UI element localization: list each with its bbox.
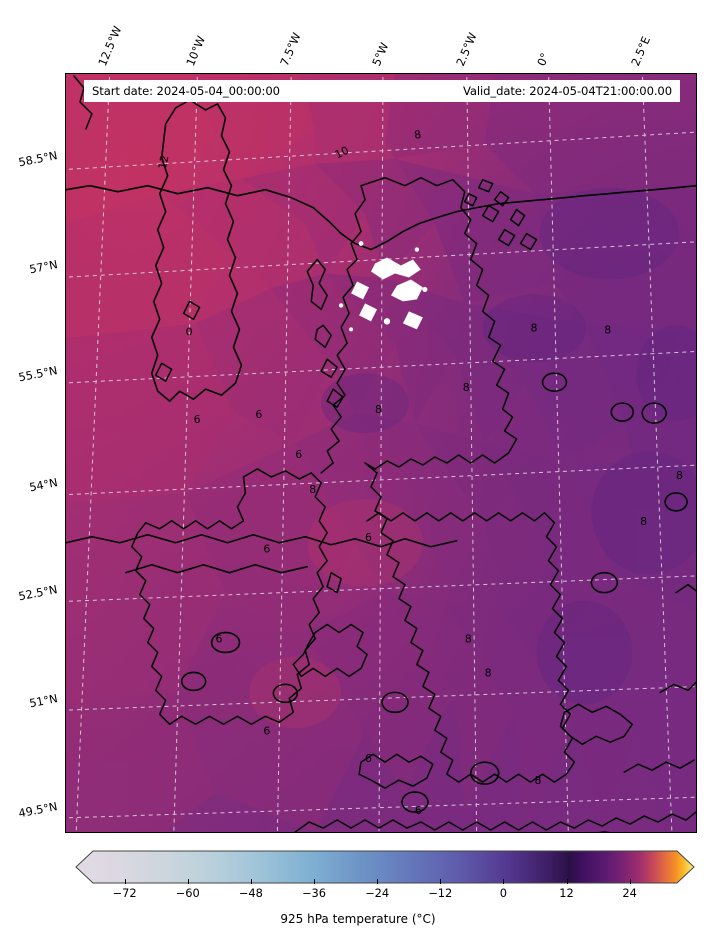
contour-label-8: 8 bbox=[535, 774, 542, 787]
date-annotation-box: Start date: 2024-05-04_00:00:00 Valid_da… bbox=[84, 80, 680, 102]
contour-label-8: 8 bbox=[413, 128, 422, 142]
colorbar-tick-mark bbox=[503, 879, 505, 884]
longitude-tick-label: 10°W bbox=[184, 34, 209, 68]
contour-label-8: 8 bbox=[531, 321, 538, 334]
contour-label-8: 8 bbox=[604, 323, 611, 336]
colorbar-tick-mark bbox=[377, 879, 379, 884]
latitude-tick-label: 54°N bbox=[27, 476, 59, 495]
latitude-tick-label: 57°N bbox=[27, 258, 59, 277]
contour-label-8: 8 bbox=[309, 483, 316, 496]
contour-label-6: 6 bbox=[365, 752, 372, 765]
contour-label-12: 12 bbox=[156, 154, 172, 170]
contour-label-6: 6 bbox=[415, 804, 422, 817]
colorbar-tick-label: 12 bbox=[559, 886, 574, 900]
colorbar-tick-mark bbox=[566, 879, 568, 884]
contour-label-8: 8 bbox=[375, 403, 382, 416]
contour-label-6: 6 bbox=[263, 724, 270, 737]
contour-label-8: 8 bbox=[485, 666, 492, 679]
latitude-tick-label: 52.5°N bbox=[17, 583, 59, 604]
colorbar-tick-label: 24 bbox=[622, 886, 637, 900]
colorbar-ticks: −72 −60 −48 −36 −24 −12 0 12 24 bbox=[75, 879, 695, 906]
colorbar-tick-mark bbox=[440, 879, 442, 884]
longitude-tick-label: 2.5°E bbox=[629, 34, 654, 68]
colorbar-tick-mark bbox=[629, 879, 631, 884]
colorbar-gradient bbox=[75, 850, 695, 884]
map-plot-area[interactable]: 12 10 8 6 6 6 6 6 6 8 8 8 8 8 8 8 8 8 6 … bbox=[65, 73, 697, 833]
longitude-tick-label: 0° bbox=[535, 51, 553, 68]
latitude-tick-label: 58.5°N bbox=[17, 149, 59, 170]
masked-data-region bbox=[338, 241, 428, 332]
contour-label-8: 8 bbox=[640, 515, 647, 528]
colorbar-tick-label: 0 bbox=[499, 886, 507, 900]
latitude-tick-label: 49.5°N bbox=[17, 800, 59, 821]
contour-label-6: 6 bbox=[255, 408, 262, 421]
contour-label-8: 8 bbox=[676, 469, 683, 482]
colorbar-tick-label: −72 bbox=[112, 886, 137, 900]
latitude-tick-label: 51°N bbox=[27, 692, 59, 711]
colorbar-tick-label: −24 bbox=[365, 886, 390, 900]
contour-label-6: 6 bbox=[365, 531, 372, 544]
temperature-field-map: 12 10 8 6 6 6 6 6 6 8 8 8 8 8 8 8 8 8 6 … bbox=[66, 74, 696, 832]
contour-label-6: 6 bbox=[194, 413, 201, 426]
contour-label-6: 6 bbox=[263, 543, 270, 556]
colorbar-tick-label: −60 bbox=[175, 886, 200, 900]
longitude-tick-label: 7.5°W bbox=[278, 30, 304, 68]
contour-label-10: 10 bbox=[333, 144, 351, 162]
contour-label-6: 6 bbox=[295, 448, 302, 461]
latitude-tick-label: 55.5°N bbox=[17, 364, 59, 385]
colorbar-tick-label: −36 bbox=[301, 886, 326, 900]
colorbar-tick-mark bbox=[313, 879, 315, 884]
start-date-label: Start date: 2024-05-04_00:00:00 bbox=[92, 84, 280, 98]
longitude-axis-labels: 12.5°W 10°W 7.5°W 5°W 2.5°W 0° 2.5°E bbox=[0, 0, 716, 70]
colorbar-tick-label: −12 bbox=[428, 886, 453, 900]
colorbar[interactable] bbox=[75, 850, 695, 884]
valid-date-label: Valid_date: 2024-05-04T21:00:00.00 bbox=[462, 84, 672, 98]
latitude-axis-labels: 58.5°N 57°N 55.5°N 54°N 52.5°N 51°N 49.5°N bbox=[0, 0, 65, 949]
longitude-tick-label: 12.5°W bbox=[96, 24, 125, 68]
colorbar-title: 925 hPa temperature (°C) bbox=[280, 912, 436, 926]
longitude-tick-label: 2.5°W bbox=[454, 30, 480, 68]
contour-label-6: 6 bbox=[216, 632, 223, 645]
colorbar-tick-mark bbox=[124, 879, 126, 884]
colorbar-tick-mark bbox=[187, 879, 189, 884]
contour-label-8: 8 bbox=[463, 381, 470, 394]
contour-label-8: 8 bbox=[465, 632, 472, 645]
colorbar-tick-mark bbox=[250, 879, 252, 884]
contour-label-0: 0 bbox=[186, 325, 193, 338]
colorbar-tick-label: −48 bbox=[238, 886, 263, 900]
longitude-tick-label: 5°W bbox=[370, 40, 392, 68]
